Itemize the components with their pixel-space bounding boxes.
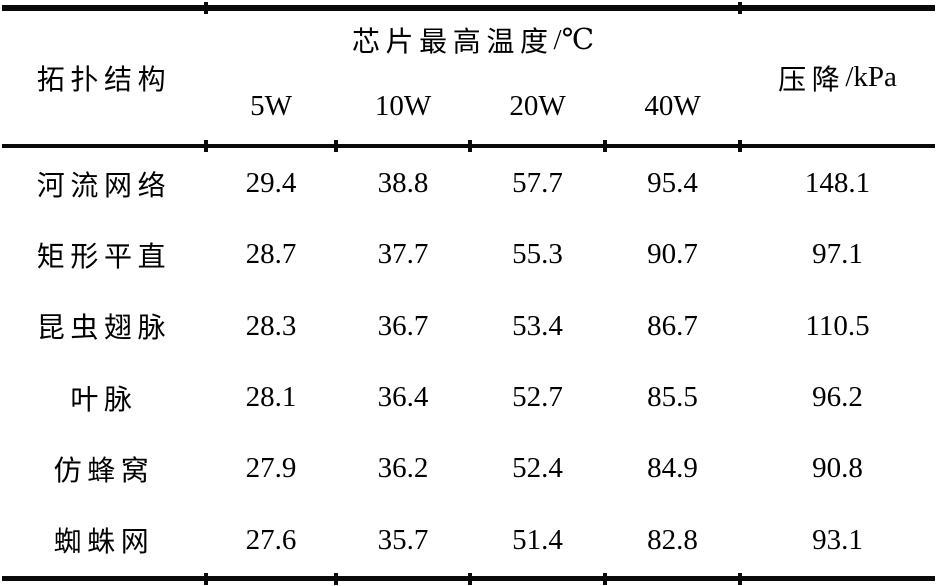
header-power-20w: 20W — [509, 89, 566, 122]
column-tick — [738, 2, 742, 14]
temp-value-5w: 28.3 — [245, 309, 297, 342]
temp-value-10w: 36.7 — [377, 309, 429, 342]
temp-value-40w: 84.9 — [647, 452, 698, 485]
header-power-40w: 40W — [644, 89, 701, 122]
temp-value-40w: 90.7 — [647, 238, 698, 271]
temp-value-20w: 52.4 — [512, 452, 563, 485]
column-tick — [204, 572, 208, 585]
table-row: 昆虫翅脉 28.3 36.7 53.4 86.7 110.5 — [2, 291, 935, 362]
row-label: 叶脉 — [70, 384, 138, 416]
table-header: 拓扑结构 芯片最高温度/℃ 5W 10W 20W 40W 压降/kPa — [2, 11, 935, 144]
header-temp-group: 芯片最高温度/℃ — [206, 11, 740, 68]
temp-value-40w: 85.5 — [647, 381, 698, 414]
column-tick — [468, 572, 472, 585]
temp-value-5w: 28.7 — [245, 238, 297, 271]
temp-value-10w: 35.7 — [377, 523, 429, 556]
table-body: 河流网络 29.4 38.8 57.7 95.4 148.1 矩形平直 28.7… — [2, 148, 935, 576]
temp-value-10w: 36.2 — [377, 452, 429, 485]
temp-value-20w: 51.4 — [512, 523, 563, 556]
table-mid-rule — [2, 140, 935, 152]
pressure-value: 93.1 — [812, 523, 863, 556]
row-label: 仿蜂窝 — [53, 455, 155, 487]
row-label: 矩形平直 — [36, 241, 172, 273]
column-tick — [468, 140, 472, 152]
header-power-10w: 10W — [374, 89, 432, 122]
header-temp-group-unit: /℃ — [553, 24, 595, 56]
pressure-value: 148.1 — [804, 167, 871, 200]
column-tick — [204, 140, 208, 152]
temp-value-10w: 38.8 — [377, 167, 429, 200]
temp-value-40w: 86.7 — [647, 309, 698, 342]
temp-value-20w: 55.3 — [512, 238, 563, 271]
temp-value-20w: 53.4 — [512, 309, 563, 342]
table-row: 叶脉 28.1 36.4 52.7 85.5 96.2 — [2, 362, 935, 433]
header-power-5w: 5W — [250, 89, 292, 122]
temp-value-5w: 27.9 — [245, 452, 297, 485]
temp-value-20w: 57.7 — [512, 167, 563, 200]
row-label: 昆虫翅脉 — [36, 313, 172, 345]
column-tick — [334, 140, 338, 152]
table-row: 河流网络 29.4 38.8 57.7 95.4 148.1 — [2, 148, 935, 219]
column-tick — [738, 572, 742, 585]
temp-value-5w: 28.1 — [245, 381, 297, 414]
pressure-value: 97.1 — [812, 238, 863, 271]
temp-value-5w: 27.6 — [245, 523, 297, 556]
pressure-value: 90.8 — [812, 452, 863, 485]
column-tick — [603, 572, 607, 585]
temp-value-40w: 82.8 — [647, 523, 698, 556]
pressure-value: 96.2 — [812, 381, 863, 414]
row-label: 蜘蛛网 — [53, 527, 155, 559]
table-bottom-rule — [2, 572, 935, 585]
header-pressure: 压降/kPa — [740, 11, 935, 144]
temp-value-5w: 29.4 — [245, 167, 297, 200]
header-temp-group-cjk: 芯片最高温度 — [351, 26, 554, 58]
temp-value-10w: 36.4 — [377, 381, 429, 414]
temp-value-10w: 37.7 — [377, 238, 429, 271]
header-pressure-unit: /kPa — [845, 61, 897, 93]
row-label: 河流网络 — [36, 170, 172, 202]
column-tick — [603, 140, 607, 152]
table-row: 蜘蛛网 27.6 35.7 51.4 82.8 93.1 — [2, 505, 935, 576]
header-topology: 拓扑结构 — [36, 64, 172, 96]
column-tick — [738, 140, 742, 152]
table-row: 仿蜂窝 27.9 36.2 52.4 84.9 90.8 — [2, 433, 935, 504]
temp-value-20w: 52.7 — [512, 381, 563, 414]
table-row: 矩形平直 28.7 37.7 55.3 90.7 97.1 — [2, 219, 935, 290]
table-top-rule — [2, 2, 935, 14]
temp-value-40w: 95.4 — [647, 167, 698, 200]
header-pressure-cjk: 压降 — [778, 64, 846, 96]
pressure-value: 110.5 — [805, 309, 870, 342]
column-tick — [334, 572, 338, 585]
column-tick — [204, 2, 208, 14]
